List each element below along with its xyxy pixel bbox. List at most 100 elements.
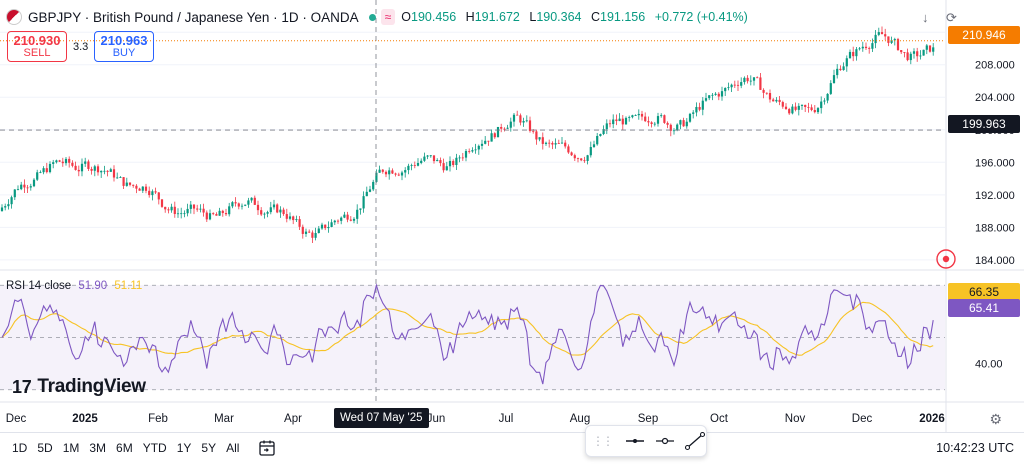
candle-body: [587, 155, 589, 161]
drag-handle-icon[interactable]: ⋮⋮: [592, 434, 612, 448]
candle-body: [574, 155, 576, 158]
candle-body: [135, 186, 137, 189]
candle-body: [27, 187, 29, 188]
range-button-1d[interactable]: 1D: [12, 441, 27, 455]
candle-body: [884, 34, 886, 36]
candle-body: [17, 189, 19, 190]
candle-body: [196, 209, 198, 210]
candle-body: [59, 160, 61, 161]
range-button-1y[interactable]: 1Y: [177, 441, 192, 455]
candle-body: [36, 172, 38, 179]
calendar-icon[interactable]: [258, 439, 276, 461]
candle-body: [548, 143, 550, 144]
candle-body: [279, 210, 281, 213]
candle-body: [676, 125, 678, 131]
time-tick-label: 2026: [919, 413, 945, 425]
candle-body: [775, 100, 777, 101]
candle-body: [126, 183, 128, 186]
candle-body: [353, 219, 355, 221]
candle-body: [401, 172, 403, 175]
candle-body: [894, 39, 896, 40]
candle-body: [699, 107, 701, 110]
candle-body: [590, 147, 592, 155]
symbol-title[interactable]: GBPJPY · British Pound / Japanese Yen · …: [28, 10, 359, 25]
buy-button[interactable]: 210.963 BUY: [94, 31, 154, 62]
candle-body: [286, 214, 288, 219]
rsi-label: RSI 14 close: [6, 280, 71, 292]
sell-button[interactable]: 210.930 SELL: [7, 31, 67, 62]
horizontal-line-tool-icon[interactable]: [624, 431, 646, 451]
range-button-5d[interactable]: 5D: [37, 441, 52, 455]
candle-body: [478, 146, 480, 150]
candle-body: [52, 162, 54, 164]
candle-body: [455, 158, 457, 165]
candle-body: [180, 213, 182, 214]
candle-body: [219, 211, 221, 216]
candle-body: [843, 66, 845, 70]
candle-body: [116, 178, 118, 179]
candle-body: [203, 209, 205, 213]
range-button-6m[interactable]: 6M: [116, 441, 133, 455]
time-tick-label: Jun: [427, 413, 446, 425]
range-button-all[interactable]: All: [226, 441, 239, 455]
candle-body: [481, 144, 483, 146]
candle-body: [433, 155, 435, 161]
time-tick-label: 2025: [72, 413, 98, 425]
candle-body: [331, 222, 333, 227]
candle-body: [414, 165, 416, 166]
time-tick-label: Aug: [570, 413, 590, 425]
open-value: 190.456: [411, 10, 456, 24]
candle-body: [558, 143, 560, 144]
candle-body: [823, 101, 825, 102]
candle-body: [366, 192, 368, 196]
candle-body: [270, 207, 272, 212]
candle-body: [430, 155, 432, 156]
candle-body: [87, 161, 89, 168]
candle-body: [791, 107, 793, 114]
candle-body: [564, 143, 566, 147]
time-tick-label: Mar: [214, 413, 234, 425]
gear-icon[interactable]: ⚙: [989, 411, 1002, 428]
candle-body: [155, 191, 157, 192]
candle-body: [571, 152, 573, 155]
candle-body: [593, 144, 595, 147]
tradingview-logo[interactable]: 17 TradingView: [12, 376, 146, 398]
down-arrow-icon[interactable]: ↓: [922, 10, 929, 25]
candle-body: [731, 85, 733, 88]
range-selector: 1D 5D 1M 3M 6M YTD 1Y 5Y All: [12, 441, 239, 455]
rsi-legend[interactable]: RSI 14 close 51.90 51.11: [6, 280, 142, 292]
range-button-3m[interactable]: 3M: [89, 441, 106, 455]
candle-body: [801, 105, 803, 106]
candle-body: [641, 114, 643, 117]
candle-body: [385, 172, 387, 174]
candle-body: [308, 232, 310, 233]
range-button-5y[interactable]: 5Y: [201, 441, 216, 455]
candle-body: [305, 232, 307, 234]
candle-body: [350, 220, 352, 221]
candle-body: [225, 213, 227, 214]
utc-clock[interactable]: 10:42:23 UTC: [936, 441, 1014, 455]
horizontal-ray-tool-icon[interactable]: [654, 431, 676, 451]
candle-body: [759, 77, 761, 89]
candle-body: [715, 94, 717, 95]
time-tick-label: Feb: [148, 413, 168, 425]
range-button-ytd[interactable]: YTD: [143, 441, 167, 455]
candle-body: [740, 82, 742, 86]
candle-body: [324, 225, 326, 228]
candle-body: [673, 130, 675, 131]
candle-body: [20, 185, 22, 189]
candle-body: [359, 208, 361, 209]
rsi-value-tag: 65.41: [948, 299, 1020, 317]
range-button-1m[interactable]: 1M: [63, 441, 80, 455]
candle-body: [420, 161, 422, 163]
candle-body: [871, 43, 873, 49]
candle-body: [932, 47, 934, 51]
candle-body: [542, 137, 544, 144]
candle-body: [46, 168, 48, 172]
candle-body: [289, 216, 291, 218]
candle-body: [11, 197, 13, 204]
wave-icon[interactable]: ≈: [381, 9, 396, 25]
refresh-icon[interactable]: ⟳: [946, 10, 957, 26]
trend-line-tool-icon[interactable]: [684, 431, 706, 451]
